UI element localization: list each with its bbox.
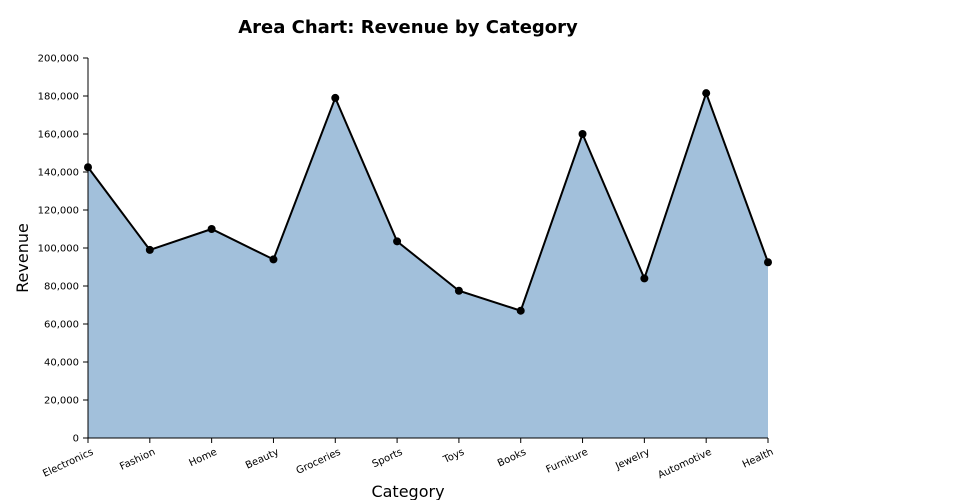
data-point — [640, 274, 649, 283]
plot-area: 0 20,000 40,000 60,000 80,000 100,000 120,000 1… — [38, 54, 776, 482]
data-point — [578, 130, 587, 138]
x-tick-label: Books — [496, 447, 528, 470]
data-point — [454, 286, 463, 295]
y-tick-label: 180,000 — [38, 92, 79, 103]
y-tick-label: 160,000 — [38, 130, 79, 141]
y-axis-label: Revenue — [13, 223, 32, 293]
x-tick-label: Groceries — [295, 447, 343, 477]
y-tick-label: 20,000 — [44, 396, 79, 407]
x-tick-label: Toys — [441, 447, 466, 467]
y-tick-label: 100,000 — [38, 244, 79, 255]
x-tick-label: Beauty — [244, 447, 281, 472]
data-point — [84, 163, 92, 172]
y-tick-label: 0 — [73, 434, 79, 445]
area-series-line — [87, 90, 769, 312]
y-tick-label: 40,000 — [44, 358, 79, 369]
area-fill — [88, 93, 768, 439]
y-tick-label: 120,000 — [38, 206, 79, 217]
data-point — [516, 306, 525, 315]
x-tick-label: Home — [187, 447, 218, 469]
y-tick-label: 80,000 — [44, 282, 79, 293]
data-point — [331, 93, 340, 102]
x-tick-label: Electronics — [41, 447, 95, 480]
x-tick-label: Furniture — [544, 447, 589, 476]
x-tick-label: Health — [741, 447, 775, 471]
y-tick-label: 140,000 — [38, 168, 79, 179]
data-point — [393, 237, 402, 246]
data-point — [207, 225, 216, 233]
x-tick-label: Fashion — [118, 447, 157, 473]
data-point — [145, 245, 154, 254]
x-tick-label: Sports — [371, 447, 405, 471]
data-point — [269, 255, 278, 264]
data-point — [764, 258, 772, 267]
data-point — [702, 89, 711, 98]
x-tick-label: Jewelry — [613, 447, 651, 473]
x-tick-label: Automotive — [656, 447, 713, 481]
y-tick-label: 200,000 — [38, 54, 79, 65]
x-axis-label: Category — [371, 482, 444, 500]
chart-title: Area Chart: Revenue by Category — [238, 17, 578, 38]
y-tick-label: 60,000 — [44, 320, 79, 331]
